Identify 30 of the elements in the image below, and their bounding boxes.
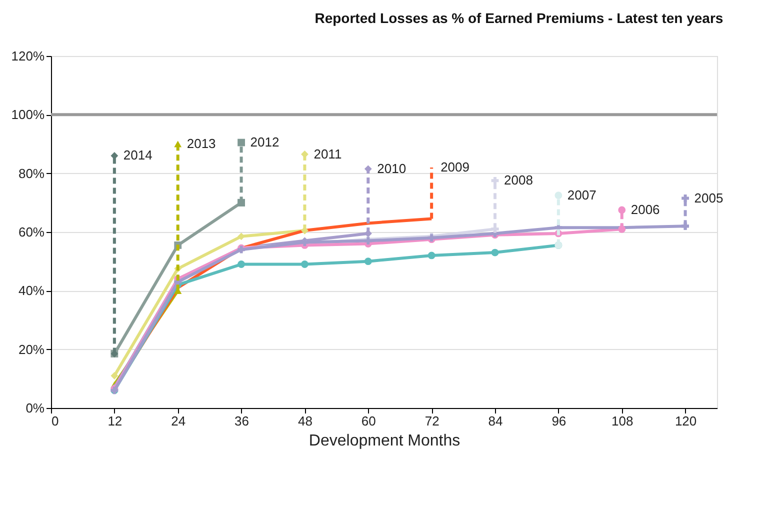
annotation: 2012 [250, 134, 280, 150]
y-tick-label: 80% [18, 166, 45, 181]
annotation: 2011 [314, 146, 342, 162]
y-tick-label: 20% [18, 342, 45, 357]
annotation: 2014 [123, 148, 152, 163]
x-tick-label: 72 [424, 414, 440, 428]
y-tick-label: 120% [11, 48, 45, 64]
x-tick-label: 60 [361, 414, 376, 428]
y-tick-label: 40% [18, 283, 45, 298]
x-tick-label: 108 [612, 414, 634, 428]
x-tick-label: 84 [488, 414, 503, 428]
x-tick-label: 120 [674, 414, 697, 428]
y-tick-label: 0% [26, 400, 45, 416]
chart-title: Reported Losses as % of Earned Premiums - Latest ten years [314, 10, 724, 26]
x-axis-title: Development Months [308, 432, 460, 450]
x-tick-label: 0 [52, 414, 59, 428]
x-tick-label: 24 [171, 414, 186, 428]
y-tick-label: 60% [18, 224, 45, 240]
x-tick-label: 48 [298, 414, 312, 428]
annotation: 2005 [694, 190, 724, 206]
x-tick-label: 96 [552, 414, 566, 428]
annotation: 2010 [377, 160, 406, 176]
y-tick-label: 100% [11, 107, 45, 122]
annotation: 2007 [567, 187, 596, 202]
annotation: 2013 [186, 136, 216, 151]
x-tick-label: 36 [234, 414, 250, 428]
annotation: 2006 [630, 202, 660, 217]
annotation: 2008 [504, 172, 533, 188]
annotation: 2009 [440, 159, 470, 174]
x-tick-label: 12 [108, 414, 122, 428]
